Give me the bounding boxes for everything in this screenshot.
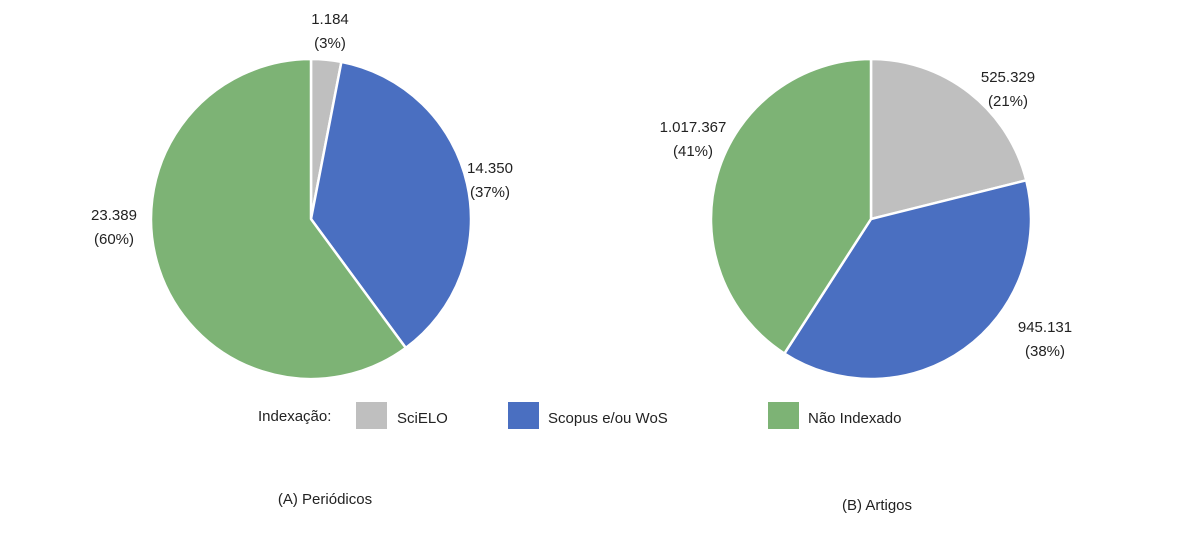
pie-slice-artigos-nao-indexado [709,57,873,355]
data-label-value-artigos-scopus-wos: 945.131 [1018,319,1072,336]
pie-slice-periodicos-nao-indexado [149,57,408,381]
legend-swatch-scopus-wos [508,402,539,429]
data-label-value-periodicos-scopus-wos: 14.350 [467,160,513,177]
data-label-value-artigos-scielo: 525.329 [981,69,1035,86]
data-label-pct-artigos-scopus-wos: (38%) [1025,343,1065,360]
caption-artigos: (B) Artigos [842,497,912,514]
data-label-pct-periodicos-nao-indexado: (60%) [94,231,134,248]
legend: Indexação: SciELO Scopus e/ou WoS Não In… [258,402,901,429]
pie-chart-periodicos: 1.184 (3%) 14.350 (37%) 23.389 (60%) [91,11,513,381]
data-label-value-artigos-nao-indexado: 1.017.367 [660,119,727,136]
pie-slice-periodicos-scopus-wos [309,60,473,350]
data-label-pct-artigos-scielo: (21%) [988,93,1028,110]
data-label-pct-periodicos-scopus-wos: (37%) [470,184,510,201]
legend-swatch-scielo [356,402,387,429]
data-label-pct-periodicos-scielo: (3%) [314,35,346,52]
legend-label-nao-indexado: Não Indexado [808,410,901,427]
pie-slice-artigos-scopus-wos [783,179,1033,381]
legend-label-scopus-wos: Scopus e/ou WoS [548,410,668,427]
data-label-value-periodicos-nao-indexado: 23.389 [91,207,137,224]
legend-swatch-nao-indexado [768,402,799,429]
pie-slice-artigos-scielo [869,57,1028,221]
data-label-value-periodicos-scielo: 1.184 [311,11,349,28]
data-label-pct-artigos-nao-indexado: (41%) [673,143,713,160]
legend-label-scielo: SciELO [397,410,448,427]
pie-chart-artigos: 525.329 (21%) 945.131 (38%) 1.017.367 (41%) [660,57,1072,381]
legend-title: Indexação: [258,408,331,425]
caption-periodicos: (A) Periódicos [278,491,372,508]
